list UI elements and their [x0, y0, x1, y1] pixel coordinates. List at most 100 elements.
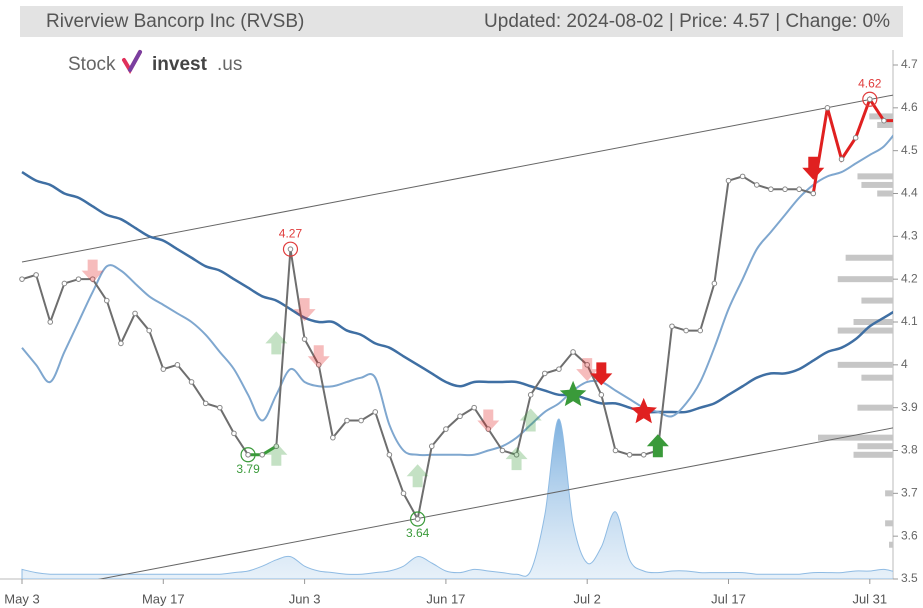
price-point [570, 349, 576, 355]
buy-arrow [265, 442, 288, 466]
price-point [527, 392, 534, 398]
moving-average-line [21, 171, 893, 414]
y-tick-label: 3.7 [901, 486, 918, 500]
annotation-label: 3.64 [406, 526, 430, 540]
volume-profile-bar [885, 520, 893, 527]
signal-star [630, 397, 657, 424]
price-point [584, 362, 591, 368]
price-point [188, 379, 195, 385]
chart-title: Riverview Bancorp Inc (RVSB) [46, 11, 304, 32]
price-point [739, 173, 746, 180]
annotation-circle [282, 241, 299, 257]
price-point [414, 516, 421, 522]
price-point [457, 413, 463, 420]
trend-line [21, 94, 893, 263]
price-point [782, 186, 788, 193]
price-point [499, 447, 506, 454]
price-point [669, 323, 675, 330]
volume-profile-bar [853, 451, 893, 458]
x-tick-label: Jul 17 [711, 591, 746, 606]
volume-profile-bar [861, 374, 893, 381]
price-point [287, 246, 294, 252]
sell-arrow [81, 259, 104, 283]
y-tick-label: 4.2 [901, 271, 918, 285]
volume-profile-bar [857, 404, 893, 411]
price-point [118, 340, 124, 347]
y-tick-label: 4.3 [901, 229, 918, 243]
price-point [315, 362, 322, 368]
logo-text: .us [217, 54, 242, 75]
sell-arrow [590, 362, 613, 386]
x-tick-label: May 17 [142, 591, 185, 606]
price-point [61, 280, 68, 287]
y-tick-label: 3.8 [901, 443, 918, 457]
logo-text: invest [152, 54, 208, 75]
volume-profile-bar [857, 443, 893, 450]
volume-profile-bar [837, 361, 893, 368]
x-tick-label: May 3 [4, 591, 39, 606]
price-point [896, 118, 901, 123]
price-point [612, 447, 619, 454]
annotation-label: 4.27 [279, 226, 303, 240]
price-point [542, 370, 548, 377]
buy-arrow [519, 408, 542, 432]
price-point [810, 190, 817, 197]
volume-area [21, 418, 893, 579]
x-tick-label: Jun 17 [426, 591, 465, 606]
header-bar [20, 6, 903, 37]
price-point [852, 135, 859, 141]
sell-arrow [576, 358, 599, 382]
price-point [867, 96, 873, 103]
annotation-label: 3.79 [236, 462, 260, 476]
price-point [174, 362, 181, 368]
price-point [301, 336, 308, 342]
price-point [358, 417, 364, 424]
volume-profile-bar [853, 319, 893, 325]
annotation-circle [862, 91, 878, 107]
price-point [640, 451, 647, 458]
signal-star [559, 380, 587, 407]
trend-line [97, 427, 893, 579]
volume-profile-bar [857, 173, 893, 180]
moving-average-line [21, 134, 893, 457]
y-tick-label: 4 [901, 357, 908, 371]
price-point [796, 186, 802, 193]
header-info: Updated: 2024-08-02 | Price: 4.57 | Chan… [484, 11, 890, 32]
y-tick-label: 3.5 [901, 571, 918, 585]
price-point [697, 327, 704, 334]
price-point [556, 366, 562, 372]
volume-profile-bar [861, 181, 893, 188]
price-point [598, 392, 605, 398]
price-point [471, 404, 477, 411]
buy-arrow [505, 447, 528, 471]
volume-profile-bar [889, 541, 893, 548]
price-point [768, 186, 774, 193]
price-point [132, 310, 138, 317]
logo-icon [128, 50, 142, 72]
y-tick-label: 4.1 [901, 314, 918, 328]
buy-arrow [265, 331, 288, 355]
price-line [21, 98, 893, 521]
y-tick-label: 4.5 [901, 143, 918, 157]
price-point [259, 451, 266, 458]
volume-profile-bar [818, 434, 893, 441]
annotation-circle [410, 511, 426, 527]
x-tick-label: Jul 31 [852, 591, 887, 606]
sell-arrow [802, 156, 825, 180]
price-point [217, 404, 223, 411]
price-point [75, 276, 82, 282]
volume-profile-bar [861, 297, 893, 304]
price-point [400, 490, 407, 497]
price-point [202, 400, 209, 407]
price-point [711, 280, 718, 287]
annotation-circle [240, 447, 256, 463]
price-point [372, 409, 379, 415]
price-point [386, 451, 393, 458]
logo-text: Stock [68, 54, 116, 75]
price-point [33, 272, 39, 278]
price-point [838, 156, 845, 163]
price-point [231, 430, 237, 437]
price-point [146, 327, 152, 334]
logo: Stock invest .us [68, 50, 242, 75]
